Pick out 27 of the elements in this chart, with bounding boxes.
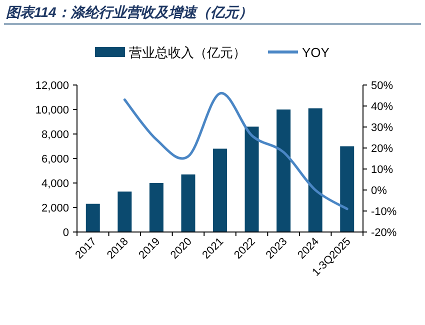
y2-tick-label: 10%: [371, 164, 394, 176]
y-tick-label: 0: [62, 227, 69, 239]
legend-label: 营业总收入（亿元）: [129, 45, 246, 60]
y2-tick-label: -20%: [371, 227, 397, 239]
y2-tick-label: -10%: [371, 206, 397, 218]
y2-tick-label: 30%: [371, 122, 394, 134]
bar: [308, 108, 322, 232]
chart-title: 图表114：涤纶行业营收及增速（亿元）: [6, 4, 252, 20]
y2-tick-label: 40%: [371, 101, 394, 113]
y2-tick-label: 50%: [371, 80, 394, 92]
bar: [149, 183, 164, 232]
bar: [181, 174, 196, 232]
y-tick-label: 10,000: [35, 104, 69, 116]
y2-tick-label: 20%: [371, 143, 394, 155]
y-tick-label: 4,000: [41, 178, 69, 190]
bar: [340, 146, 354, 232]
bar: [213, 148, 227, 232]
bar: [244, 126, 259, 232]
y2-tick-label: 0%: [371, 185, 388, 197]
y-tick-label: 6,000: [41, 154, 69, 166]
y-tick-label: 12,000: [35, 80, 69, 92]
y-tick-label: 2,000: [41, 202, 69, 214]
bar: [86, 204, 100, 232]
bar: [276, 110, 291, 232]
y-tick-label: 8,000: [41, 129, 69, 141]
bar: [118, 192, 132, 232]
legend-label: YOY: [302, 45, 330, 60]
